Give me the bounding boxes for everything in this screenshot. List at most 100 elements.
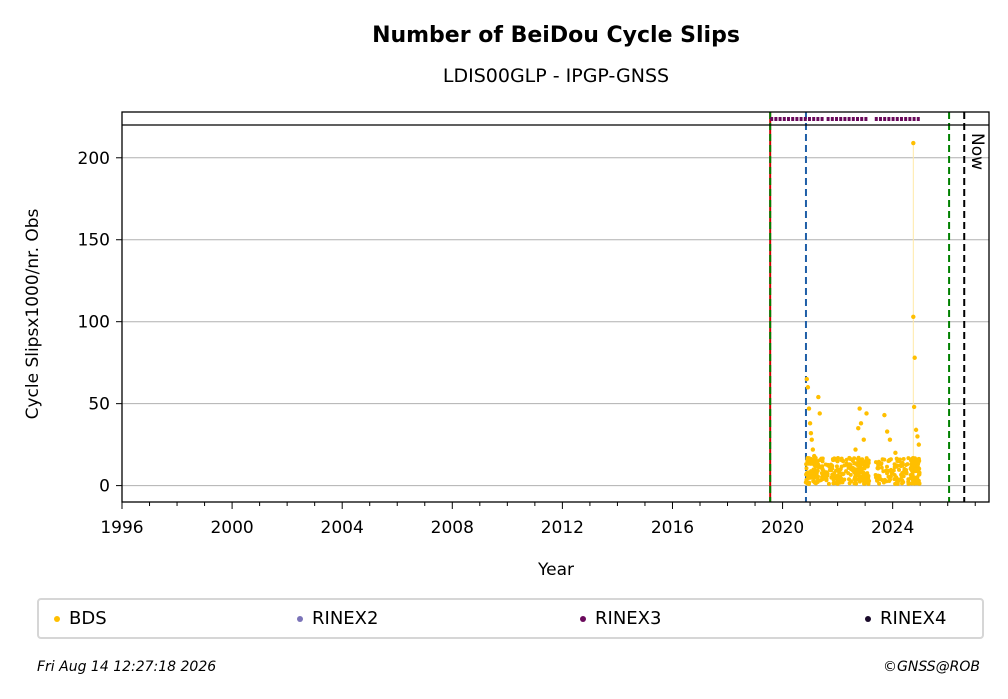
- bds-data-point: [831, 473, 836, 478]
- legend-marker-rinex3: [580, 615, 586, 622]
- bds-data-point: [863, 476, 868, 481]
- x-tick-label: 2008: [431, 518, 474, 538]
- bds-data-point: [887, 437, 893, 442]
- legend-marker-rinex2: [297, 615, 303, 622]
- bds-data-point: [873, 460, 878, 465]
- bds-data-point: [917, 466, 922, 471]
- bds-data-point: [829, 475, 834, 480]
- bds-data-point: [835, 481, 840, 486]
- bds-data-point: [900, 481, 905, 486]
- bds-data-point: [812, 475, 817, 480]
- bds-data-point: [888, 474, 893, 479]
- bds-data-point: [908, 473, 913, 478]
- bds-data-point: [822, 475, 827, 480]
- legend-item-rinex4: RINEX4: [865, 608, 946, 629]
- legend-marker-rinex4: [865, 615, 871, 622]
- bds-data-point: [828, 462, 833, 467]
- bds-data-point: [889, 471, 894, 476]
- bds-data-point: [862, 466, 867, 471]
- bds-data-point: [864, 473, 869, 478]
- bds-data-point: [817, 411, 822, 416]
- bds-data-point: [894, 475, 899, 480]
- bds-data-point: [840, 472, 845, 477]
- bds-data-point: [899, 462, 904, 467]
- bds-data-point: [815, 479, 820, 484]
- bds-data-point: [818, 457, 823, 462]
- bds-data-point: [911, 140, 916, 146]
- bds-data-point: [862, 481, 867, 486]
- bds-data-point: [913, 467, 918, 472]
- bds-data-point: [857, 406, 862, 411]
- bds-data-point: [916, 456, 921, 461]
- bds-data-point: [813, 456, 818, 461]
- bds-data-point: [898, 457, 903, 462]
- bds-data-point: [836, 473, 841, 478]
- bds-data-point: [825, 463, 830, 468]
- x-tick-label: 2000: [210, 518, 253, 538]
- bds-data-point: [858, 421, 864, 426]
- bds-data-point: [805, 480, 810, 485]
- bds-data-point: [815, 468, 820, 473]
- bds-data-point: [856, 426, 861, 431]
- bds-data-point: [815, 460, 820, 465]
- bds-data-point: [842, 463, 847, 468]
- legend-marker-bds: [54, 615, 60, 622]
- bds-data-point: [807, 421, 813, 426]
- bds-data-point: [804, 462, 809, 467]
- bds-data-point: [846, 465, 851, 470]
- legend-label-rinex4: RINEX4: [880, 608, 947, 629]
- legend-label-rinex2: RINEX2: [312, 608, 379, 629]
- bds-data-point: [876, 473, 881, 478]
- x-tick-label: 2012: [541, 518, 584, 538]
- bds-data-point: [825, 473, 830, 478]
- legend-label-bds: BDS: [69, 608, 107, 629]
- x-tick-label: 2024: [871, 518, 914, 538]
- bds-data-point: [912, 481, 917, 486]
- bds-data-point: [901, 474, 906, 479]
- x-tick-label: 1996: [100, 518, 143, 538]
- bds-data-point: [909, 462, 914, 467]
- y-tick-label: 150: [78, 231, 110, 251]
- bds-data-point: [901, 456, 906, 461]
- bds-data-point: [861, 437, 866, 442]
- bds-data-point: [848, 472, 853, 477]
- bds-data-point: [885, 471, 890, 476]
- footer-timestamp: Fri Aug 14 12:27:18 2026: [37, 659, 217, 675]
- bds-data-point: [830, 457, 835, 462]
- bds-data-point: [837, 468, 842, 473]
- bds-data-point: [806, 406, 812, 411]
- bds-data-point: [884, 464, 889, 469]
- footer-copyright: ©GNSS@ROB: [883, 659, 980, 675]
- x-tick-label: 2020: [761, 518, 804, 538]
- bds-data-point: [888, 457, 893, 462]
- bds-data-point: [847, 455, 852, 460]
- bds-data-point: [852, 456, 857, 461]
- bds-data-point: [860, 460, 865, 465]
- bds-data-point: [916, 469, 921, 474]
- bds-data-point: [884, 429, 890, 434]
- legend-item-rinex3: RINEX3: [580, 608, 661, 629]
- bds-data-point: [826, 481, 831, 486]
- bds-data-point: [864, 411, 869, 416]
- bds-data-point: [829, 468, 834, 473]
- y-axis-label: Cycle Slipsx1000/nr. Obs: [23, 208, 43, 419]
- bds-data-point: [893, 450, 898, 456]
- y-tick-label: 200: [78, 149, 110, 169]
- bds-data-point: [856, 469, 861, 474]
- bds-data-point: [808, 469, 813, 474]
- bds-data-point: [864, 456, 869, 461]
- bds-data-point: [809, 437, 814, 442]
- bds-data-point: [893, 481, 898, 486]
- bds-data-point: [847, 462, 852, 467]
- bds-data-point: [839, 478, 844, 483]
- bds-data-point: [911, 404, 917, 410]
- bds-data-point: [904, 471, 909, 476]
- bds-data-point: [916, 442, 922, 447]
- bds-data-point: [897, 467, 902, 472]
- legend-label-rinex3: RINEX3: [595, 608, 662, 629]
- bds-data-point: [894, 463, 899, 468]
- bds-data-point: [913, 427, 919, 433]
- bds-data-point: [879, 465, 884, 470]
- bds-data-point: [816, 394, 821, 400]
- y-tick-label: 50: [88, 395, 110, 415]
